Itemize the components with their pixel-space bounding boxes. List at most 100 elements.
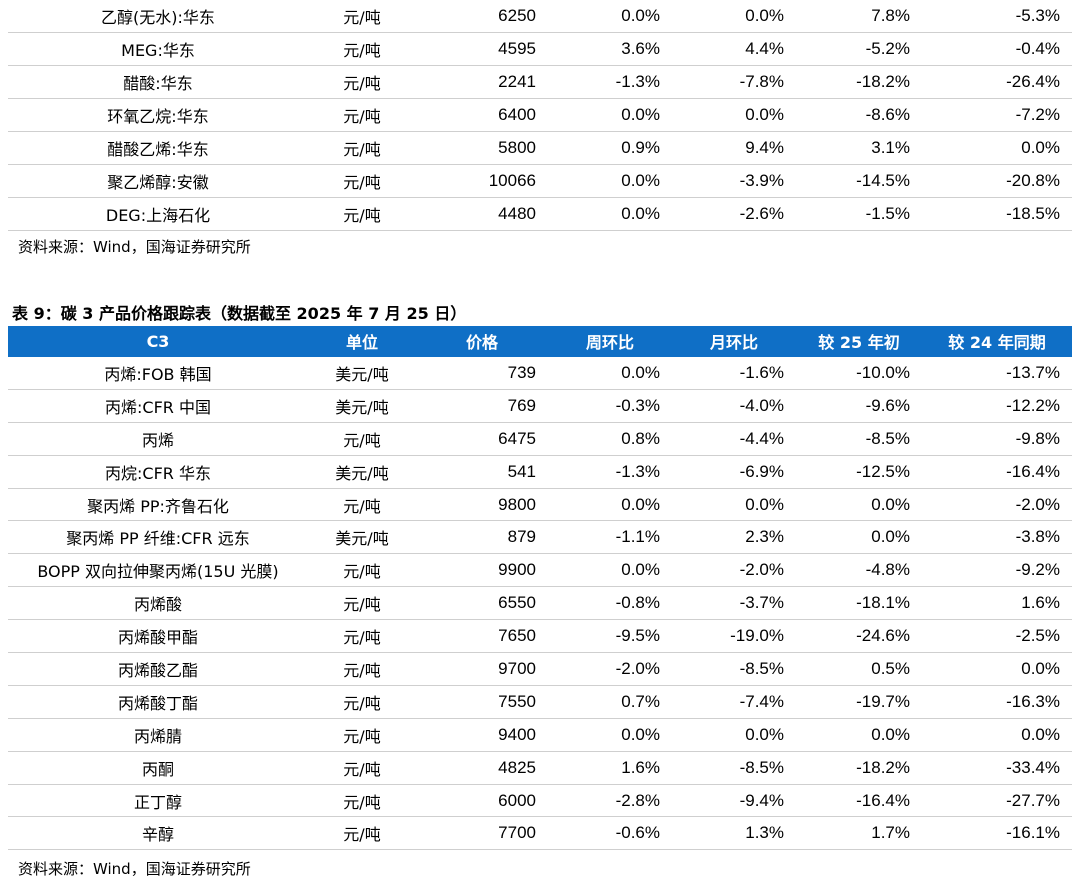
cell-week-change: 0.0% xyxy=(548,718,672,752)
cell-month-change: 2.3% xyxy=(672,520,796,555)
cell-price: 6250 xyxy=(416,0,548,33)
cell-month-change: -4.0% xyxy=(672,389,796,423)
cell-yoy-change: -0.4% xyxy=(922,32,1072,66)
cell-month-change: -8.5% xyxy=(672,652,796,686)
cell-yoy-change: 0.0% xyxy=(922,718,1072,752)
cell-unit: 元/吨 xyxy=(308,816,416,851)
cell-yoy-change: -16.4% xyxy=(922,455,1072,489)
source-note: 资料来源：Wind，国海证券研究所 xyxy=(18,238,251,256)
header-row: C3 单位 价格 周环比 月环比 较 25 年初 较 24 年同期 xyxy=(8,326,1072,357)
table-row: DEG:上海石化 元/吨 4480 0.0% -2.6% -1.5% -18.5% xyxy=(8,197,1072,231)
cell-week-change: -2.0% xyxy=(548,652,672,686)
cell-week-change: -2.8% xyxy=(548,784,672,818)
cell-ytd-change: 0.0% xyxy=(796,718,922,752)
header-price: 价格 xyxy=(416,326,548,357)
cell-month-change: 4.4% xyxy=(672,32,796,66)
cell-yoy-change: -27.7% xyxy=(922,784,1072,818)
cell-yoy-change: -5.3% xyxy=(922,0,1072,33)
cell-month-change: -2.6% xyxy=(672,197,796,231)
cell-ytd-change: 7.8% xyxy=(796,0,922,33)
cell-month-change: 9.4% xyxy=(672,131,796,165)
cell-unit: 元/吨 xyxy=(308,751,416,785)
source-note: 资料来源：Wind，国海证券研究所 xyxy=(18,860,251,878)
cell-ytd-change: -1.5% xyxy=(796,197,922,231)
cell-name: 丙烯 xyxy=(8,422,308,456)
cell-name: 丙烯酸丁酯 xyxy=(8,685,308,719)
cell-name: MEG:华东 xyxy=(8,32,308,66)
cell-yoy-change: -16.3% xyxy=(922,685,1072,719)
cell-name: 聚丙烯 PP 纤维:CFR 远东 xyxy=(8,520,308,555)
cell-price: 6400 xyxy=(416,98,548,132)
cell-month-change: -1.6% xyxy=(672,356,796,390)
cell-price: 541 xyxy=(416,455,548,489)
cell-name: 聚丙烯 PP:齐鲁石化 xyxy=(8,488,308,522)
cell-unit: 元/吨 xyxy=(308,98,416,132)
cell-price: 4480 xyxy=(416,197,548,231)
cell-unit: 元/吨 xyxy=(308,0,416,33)
cell-ytd-change: -24.6% xyxy=(796,619,922,654)
cell-ytd-change: -18.2% xyxy=(796,751,922,785)
table-row: 聚乙烯醇:安徽 元/吨 10066 0.0% -3.9% -14.5% -20.8% xyxy=(8,164,1072,198)
table-row: 丙酮 元/吨 4825 1.6% -8.5% -18.2% -33.4% xyxy=(8,751,1072,785)
cell-ytd-change: -8.6% xyxy=(796,98,922,132)
cell-price: 739 xyxy=(416,356,548,390)
cell-name: 丙烯酸乙酯 xyxy=(8,652,308,686)
cell-month-change: -7.8% xyxy=(672,65,796,99)
cell-unit: 元/吨 xyxy=(308,32,416,66)
cell-price: 879 xyxy=(416,520,548,555)
cell-ytd-change: -5.2% xyxy=(796,32,922,66)
cell-month-change: -7.4% xyxy=(672,685,796,719)
cell-week-change: 0.0% xyxy=(548,488,672,522)
cell-yoy-change: -9.8% xyxy=(922,422,1072,456)
table-c3-prices: C3 单位 价格 周环比 月环比 较 25 年初 较 24 年同期 丙烯:FOB… xyxy=(8,326,1072,851)
cell-name: BOPP 双向拉伸聚丙烯(15U 光膜) xyxy=(8,553,308,588)
cell-ytd-change: 0.5% xyxy=(796,652,922,686)
cell-yoy-change: -33.4% xyxy=(922,751,1072,785)
cell-yoy-change: 0.0% xyxy=(922,131,1072,165)
cell-price: 9900 xyxy=(416,553,548,588)
header-month: 月环比 xyxy=(672,326,796,357)
table-row: 丙烯酸甲酯 元/吨 7650 -9.5% -19.0% -24.6% -2.5% xyxy=(8,619,1072,654)
cell-week-change: 0.0% xyxy=(548,553,672,588)
table-row: 丙烯酸丁酯 元/吨 7550 0.7% -7.4% -19.7% -16.3% xyxy=(8,685,1072,719)
cell-ytd-change: -4.8% xyxy=(796,553,922,588)
table-c2-continued: 乙醇(无水):华东 元/吨 6250 0.0% 0.0% 7.8% -5.3% MEG:华东元… xyxy=(8,0,1072,231)
header-c3: C3 xyxy=(8,326,308,357)
cell-week-change: 0.0% xyxy=(548,0,672,33)
cell-unit: 美元/吨 xyxy=(308,455,416,489)
cell-unit: 元/吨 xyxy=(308,718,416,752)
cell-price: 6550 xyxy=(416,586,548,621)
cell-yoy-change: -16.1% xyxy=(922,816,1072,851)
cell-week-change: 0.8% xyxy=(548,422,672,456)
cell-name: 丙烷:CFR 华东 xyxy=(8,455,308,489)
table-row: BOPP 双向拉伸聚丙烯(15U 光膜) 元/吨 9900 0.0% -2.0% -4.8… xyxy=(8,553,1072,588)
cell-week-change: -1.3% xyxy=(548,65,672,99)
cell-ytd-change: -18.1% xyxy=(796,586,922,621)
cell-name: 聚乙烯醇:安徽 xyxy=(8,164,308,198)
cell-name: 丙酮 xyxy=(8,751,308,785)
cell-month-change: -19.0% xyxy=(672,619,796,654)
cell-month-change: 0.0% xyxy=(672,0,796,33)
table-row: 乙醇(无水):华东 元/吨 6250 0.0% 0.0% 7.8% -5.3% xyxy=(8,0,1072,33)
cell-unit: 元/吨 xyxy=(308,164,416,198)
cell-month-change: 1.3% xyxy=(672,816,796,851)
cell-month-change: -6.9% xyxy=(672,455,796,489)
cell-week-change: 0.0% xyxy=(548,197,672,231)
cell-unit: 元/吨 xyxy=(308,619,416,654)
cell-price: 5800 xyxy=(416,131,548,165)
cell-ytd-change: -18.2% xyxy=(796,65,922,99)
cell-name: 丙烯:CFR 中国 xyxy=(8,389,308,423)
cell-unit: 元/吨 xyxy=(308,586,416,621)
cell-ytd-change: 3.1% xyxy=(796,131,922,165)
cell-unit: 元/吨 xyxy=(308,422,416,456)
table-row: 丙烯酸 元/吨 6550 -0.8% -3.7% -18.1% 1.6% xyxy=(8,586,1072,621)
cell-name: 丙烯:FOB 韩国 xyxy=(8,356,308,390)
cell-month-change: 0.0% xyxy=(672,98,796,132)
table-row: 丙烯酸乙酯 元/吨 9700 -2.0% -8.5% 0.5% 0.0% xyxy=(8,652,1072,686)
cell-unit: 元/吨 xyxy=(308,685,416,719)
cell-name: 辛醇 xyxy=(8,816,308,851)
cell-unit: 元/吨 xyxy=(308,131,416,165)
cell-ytd-change: 0.0% xyxy=(796,520,922,555)
cell-ytd-change: -10.0% xyxy=(796,356,922,390)
cell-name: 乙醇(无水):华东 xyxy=(8,0,308,33)
